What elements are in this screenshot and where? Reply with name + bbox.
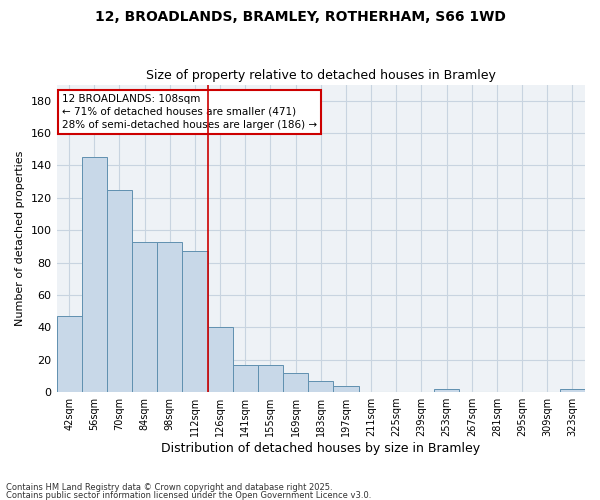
Text: Contains public sector information licensed under the Open Government Licence v3: Contains public sector information licen… <box>6 490 371 500</box>
Text: 12 BROADLANDS: 108sqm
← 71% of detached houses are smaller (471)
28% of semi-det: 12 BROADLANDS: 108sqm ← 71% of detached … <box>62 94 317 130</box>
Bar <box>233 364 258 392</box>
Text: 12, BROADLANDS, BRAMLEY, ROTHERHAM, S66 1WD: 12, BROADLANDS, BRAMLEY, ROTHERHAM, S66 … <box>95 10 505 24</box>
Bar <box>56 316 82 392</box>
Bar <box>132 242 157 392</box>
Bar <box>82 158 107 392</box>
X-axis label: Distribution of detached houses by size in Bramley: Distribution of detached houses by size … <box>161 442 481 455</box>
Bar <box>283 372 308 392</box>
Bar <box>182 252 208 392</box>
Bar <box>334 386 359 392</box>
Bar <box>308 381 334 392</box>
Bar <box>560 389 585 392</box>
Bar <box>157 242 182 392</box>
Y-axis label: Number of detached properties: Number of detached properties <box>15 150 25 326</box>
Title: Size of property relative to detached houses in Bramley: Size of property relative to detached ho… <box>146 69 496 82</box>
Bar <box>208 328 233 392</box>
Bar <box>107 190 132 392</box>
Text: Contains HM Land Registry data © Crown copyright and database right 2025.: Contains HM Land Registry data © Crown c… <box>6 484 332 492</box>
Bar <box>258 364 283 392</box>
Bar <box>434 389 459 392</box>
